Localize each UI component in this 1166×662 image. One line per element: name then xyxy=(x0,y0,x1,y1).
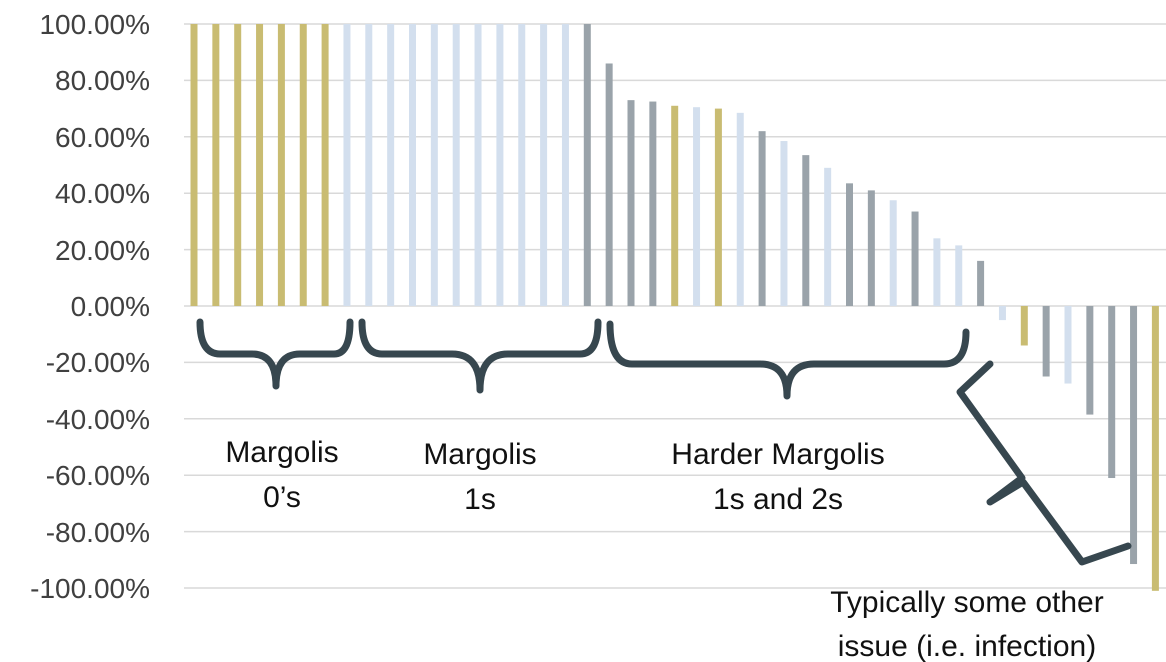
bar xyxy=(212,24,220,306)
bar xyxy=(1151,306,1159,591)
bar xyxy=(409,24,416,306)
annotations: Margolis 0’s Margolis 1s Harder Margolis… xyxy=(225,436,1103,662)
brace-margolis-0 xyxy=(196,318,354,390)
bar xyxy=(911,211,919,306)
bar xyxy=(1130,306,1138,565)
y-tick-label: -20.00% xyxy=(46,347,150,378)
bar xyxy=(846,183,853,306)
y-tick-label: 100.00% xyxy=(39,9,150,40)
bar xyxy=(496,24,504,306)
bar xyxy=(234,24,242,306)
annotation-harder-margolis-line2: 1s and 2s xyxy=(713,483,843,516)
y-tick-label: -80.00% xyxy=(46,517,150,548)
bar xyxy=(649,101,657,306)
bar xyxy=(583,24,591,306)
bar xyxy=(561,24,569,306)
bar xyxy=(889,200,897,306)
brace-harder-margolis xyxy=(606,320,970,400)
bar xyxy=(299,24,307,306)
bar xyxy=(190,24,198,306)
annotation-margolis-0-line1: Margolis xyxy=(225,436,338,469)
bar xyxy=(277,24,285,306)
bar xyxy=(452,24,460,306)
bar xyxy=(998,306,1006,321)
annotation-other-issue-line2: issue (i.e. infection) xyxy=(838,630,1096,662)
bar xyxy=(780,141,788,306)
annotation-margolis-1-line2: 1s xyxy=(464,483,496,516)
y-tick-label: 80.00% xyxy=(55,65,150,96)
bar xyxy=(256,24,264,306)
bar xyxy=(1108,306,1116,479)
y-tick-label: 20.00% xyxy=(55,235,150,266)
y-tick-label: -60.00% xyxy=(46,460,150,491)
bar xyxy=(977,260,985,306)
y-tick-label: 0.00% xyxy=(71,291,150,322)
bar xyxy=(627,100,635,306)
bar xyxy=(605,63,613,307)
brace-other-issue xyxy=(956,360,1132,566)
bar xyxy=(343,24,351,306)
bar xyxy=(802,155,810,306)
annotation-margolis-1-line1: Margolis xyxy=(423,438,536,471)
annotation-harder-margolis-line1: Harder Margolis xyxy=(671,438,884,471)
annotation-other-issue-line1: Typically some other xyxy=(830,586,1103,619)
bar xyxy=(933,238,941,306)
annotation-margolis-0-line2: 0’s xyxy=(263,481,301,514)
bars xyxy=(190,24,1159,591)
bar xyxy=(714,108,722,306)
bar xyxy=(824,167,832,306)
y-tick-label: 60.00% xyxy=(55,122,150,153)
bar xyxy=(1042,306,1050,377)
bar xyxy=(1020,306,1028,346)
y-tick-label: 40.00% xyxy=(55,178,150,209)
bar xyxy=(321,24,329,306)
bar xyxy=(867,190,875,306)
bar xyxy=(955,245,963,306)
bar xyxy=(693,107,701,306)
bar xyxy=(365,24,373,306)
bar xyxy=(474,24,482,306)
y-axis-tick-labels: 100.00% 80.00% 60.00% 40.00% 20.00% 0.00… xyxy=(30,9,150,604)
bar xyxy=(758,131,766,306)
bar xyxy=(387,24,395,306)
bar xyxy=(1086,306,1094,415)
bar xyxy=(1064,306,1072,384)
bar xyxy=(671,105,679,306)
y-tick-label: -40.00% xyxy=(46,404,150,435)
bar xyxy=(430,24,438,306)
bar xyxy=(540,24,548,306)
bar xyxy=(736,112,744,306)
brace-margolis-1 xyxy=(358,318,602,394)
bar xyxy=(518,24,526,306)
y-tick-label: -100.00% xyxy=(30,573,150,604)
annotation-braces xyxy=(196,318,1132,566)
